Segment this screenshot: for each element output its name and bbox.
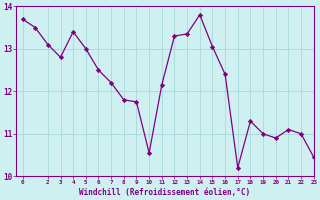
X-axis label: Windchill (Refroidissement éolien,°C): Windchill (Refroidissement éolien,°C) xyxy=(79,188,251,197)
